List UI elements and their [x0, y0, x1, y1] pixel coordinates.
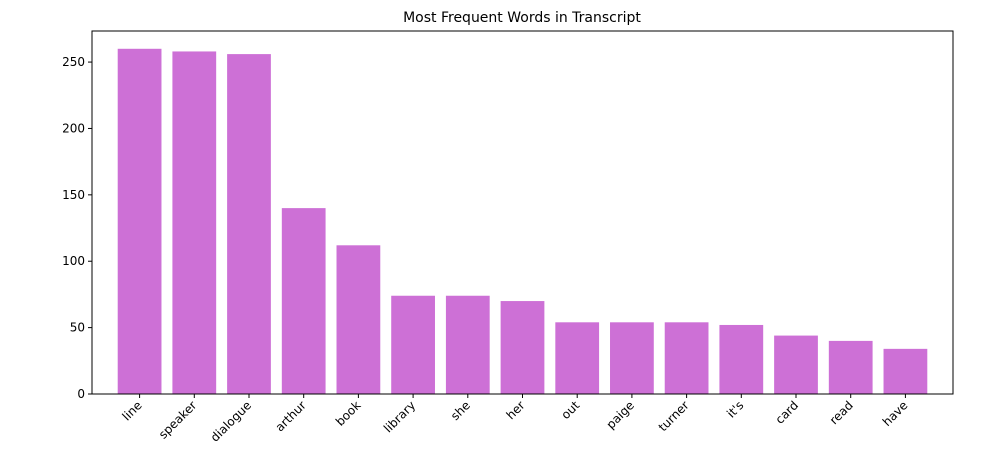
y-tick-label: 150 [62, 188, 85, 202]
x-tick-label: have [880, 398, 911, 429]
x-tick-label: card [773, 398, 801, 426]
y-tick-label: 200 [62, 121, 85, 135]
plot-frame [91, 30, 954, 395]
bar [227, 54, 271, 394]
x-tick-label: out [559, 398, 583, 422]
bar [719, 324, 764, 394]
bar [610, 322, 654, 394]
bar [172, 51, 217, 395]
x-tick-label: read [827, 398, 856, 427]
y-tick-label: 0 [77, 387, 85, 401]
y-tick-label: 250 [62, 55, 85, 69]
x-tick-label: she [448, 398, 473, 423]
x-tick-label: it's [724, 398, 746, 420]
bar [117, 48, 162, 395]
x-tick-label: line [119, 398, 144, 423]
bar [774, 335, 818, 394]
bar [336, 245, 381, 394]
bar [391, 295, 435, 394]
x-tick-label: speaker [156, 398, 199, 441]
x-tick-label: dialogue [208, 398, 254, 444]
bar [664, 322, 709, 394]
y-tick-label: 100 [62, 254, 85, 268]
x-tick-label: paige [604, 398, 637, 431]
x-tick-label: turner [656, 398, 692, 434]
chart-title: Most Frequent Words in Transcript [403, 10, 641, 26]
x-tick-label: her [504, 398, 528, 422]
bar [555, 322, 600, 394]
x-tick-label: book [333, 398, 364, 429]
bar [828, 340, 873, 394]
bar [281, 208, 326, 394]
bar [500, 301, 545, 394]
bar [445, 295, 490, 394]
x-tick-label: arthur [273, 398, 309, 434]
y-tick-label: 50 [70, 321, 85, 335]
bar [883, 348, 928, 394]
x-tick-label: library [381, 398, 418, 435]
